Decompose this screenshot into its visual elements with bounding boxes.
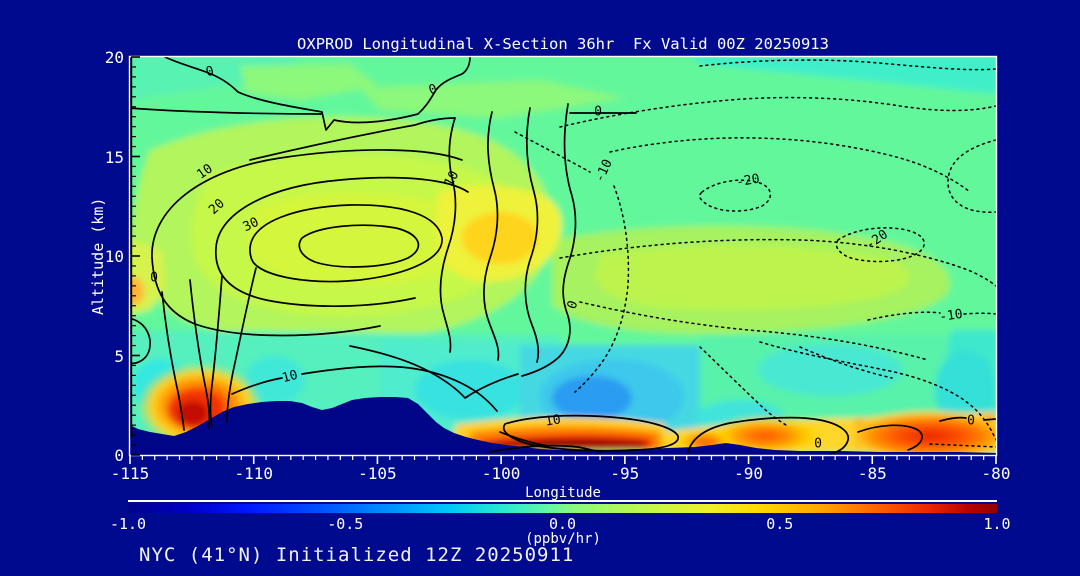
contour-label: 10 <box>544 412 562 429</box>
x-tick-label: -85 <box>857 464 887 483</box>
y-axis-ticks <box>131 56 140 456</box>
colorbar-tick-label: -1.0 <box>109 515 147 533</box>
x-tick-label: -115 <box>110 464 150 483</box>
colorbar-tick-label: 1.0 <box>983 515 1011 533</box>
contour-label: 0 <box>594 105 602 120</box>
contour-label: 0 <box>814 437 822 452</box>
x-tick-label: -90 <box>734 464 764 483</box>
x-tick-label: -95 <box>610 464 640 483</box>
colorbar-top-rule <box>128 500 997 502</box>
contour-label: 0 <box>967 414 975 429</box>
y-tick-label: 0 <box>114 446 124 465</box>
x-axis-label: Longitude <box>525 485 601 501</box>
colorbar-tick-label: 0.0 <box>548 515 577 533</box>
contour-label: 10 <box>280 368 299 387</box>
contour-label: 10 <box>442 169 463 190</box>
terrain-silhouette <box>130 397 996 456</box>
x-tick-label: -105 <box>358 464 397 483</box>
contour-label: 10 <box>194 161 215 182</box>
contour-label: 30 <box>241 215 262 235</box>
solid-contours <box>130 57 996 455</box>
x-tick-label: -80 <box>981 464 1011 483</box>
plot-title: OXPROD Longitudinal X-Section 36hr Fx Va… <box>297 35 829 53</box>
y-tick-label: 10 <box>104 247 124 266</box>
contour-label: 0 <box>204 64 215 81</box>
plot-frame <box>128 55 998 457</box>
y-tick-label: 5 <box>114 346 124 366</box>
contour-label: 0 <box>150 271 158 286</box>
colorbar-tick-label: -0.5 <box>327 515 364 533</box>
colorbar-gradient <box>128 504 997 513</box>
x-axis-ticks <box>129 456 997 464</box>
dotted-contours <box>514 59 996 448</box>
x-tick-label: -110 <box>234 464 273 483</box>
filled-contour-field <box>130 57 996 456</box>
x-tick-label: -100 <box>481 464 521 483</box>
contour-label: -20 <box>735 172 761 191</box>
colorbar-units: (ppbv/hr) <box>525 531 601 547</box>
run-info-footer: NYC (41°N) Initialized 12Z 20250911 <box>139 544 575 566</box>
contour-label: -10 <box>938 307 963 325</box>
y-tick-label: 20 <box>104 48 124 67</box>
y-tick-label: 15 <box>104 147 124 167</box>
colorbar-tick-label: 0.5 <box>766 515 794 533</box>
